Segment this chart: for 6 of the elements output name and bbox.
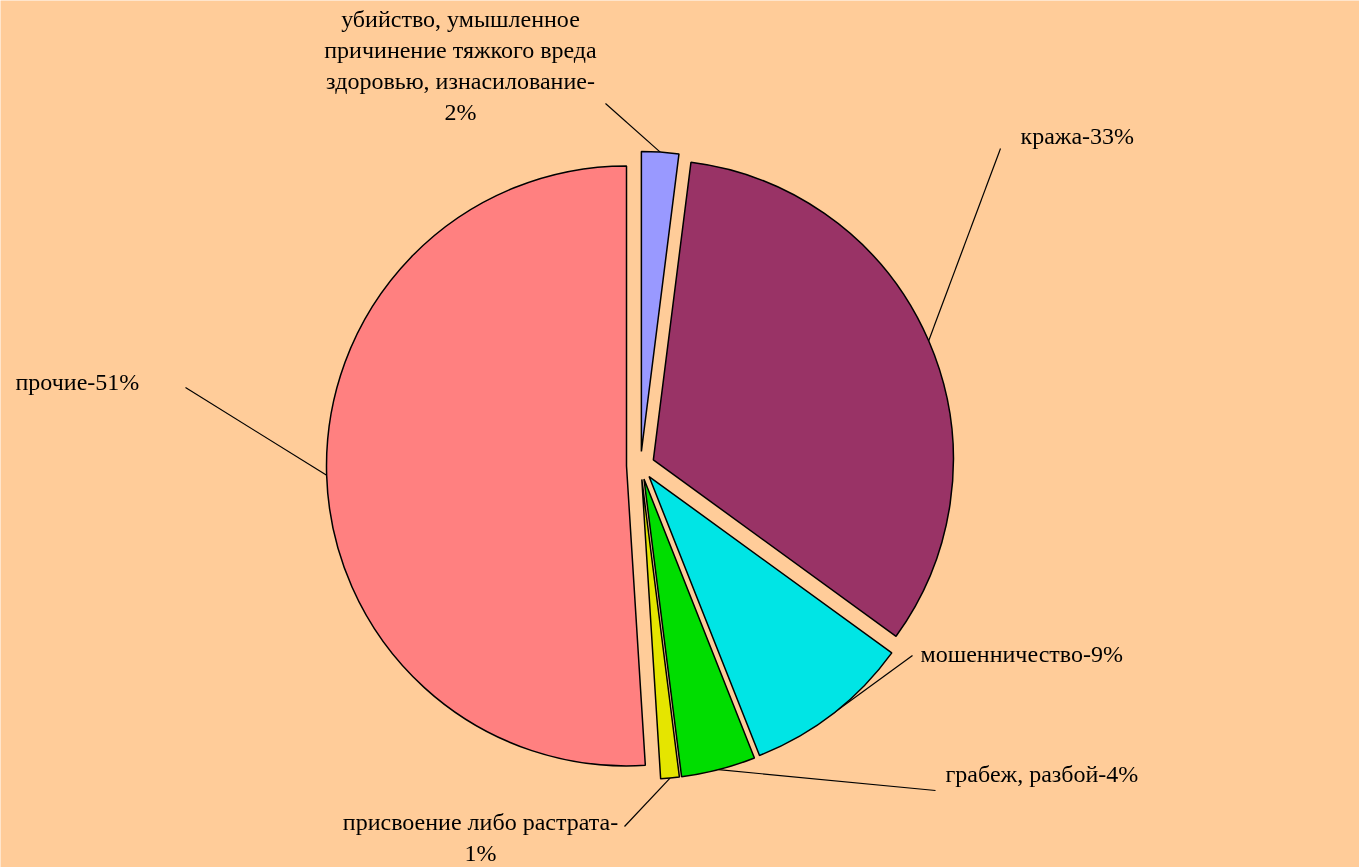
slice-label: прочие-51% xyxy=(15,368,140,395)
slice-label: кража-33% xyxy=(1020,122,1135,149)
slice-label: мошенничество-9% xyxy=(920,640,1123,667)
slice-label: присвоение либо растрата-1% xyxy=(342,808,619,866)
slice-label: убийство, умышленное причинение тяжкого вреда здоровью, изнасилование-2% xyxy=(324,5,598,126)
slice-label: грабеж, разбой-4% xyxy=(945,760,1139,787)
